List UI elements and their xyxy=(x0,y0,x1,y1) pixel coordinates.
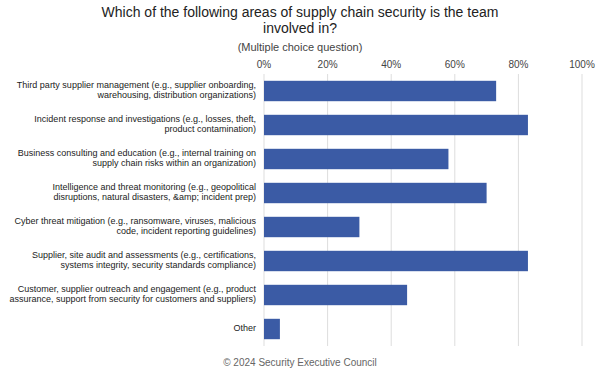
bar xyxy=(264,183,487,203)
bars xyxy=(264,81,528,339)
text-line: supply chain risks within an organizatio… xyxy=(92,159,256,169)
bar xyxy=(264,217,359,237)
footer: © 2024 Security Executive Council xyxy=(223,357,377,368)
background xyxy=(0,0,600,372)
bar xyxy=(264,319,280,339)
bar xyxy=(264,251,528,271)
tick-label: 60% xyxy=(445,59,465,70)
text-line: Incident response and investigations (e.… xyxy=(34,114,256,124)
category-label: Incident response and investigations (e.… xyxy=(34,114,256,135)
text-line: code, incident reporting guidelines) xyxy=(116,227,256,237)
text-line: Which of the following areas of supply c… xyxy=(102,4,499,20)
tick-label: 20% xyxy=(318,59,338,70)
tick-label: 80% xyxy=(508,59,528,70)
tick-label: 0% xyxy=(257,59,272,70)
grid-line xyxy=(582,74,583,346)
title: Which of the following areas of supply c… xyxy=(102,4,499,36)
text-line: disruptions, natural disasters, &amp; in… xyxy=(53,193,256,203)
chart: Which of the following areas of supply c… xyxy=(0,0,600,372)
text-line: systems integrity, security standards co… xyxy=(61,261,256,271)
text-line: Supplier, site audit and assessments (e.… xyxy=(32,250,256,260)
grid xyxy=(264,74,582,346)
bar xyxy=(264,149,448,169)
text-line: Other xyxy=(233,323,256,333)
category-labels: Third party supplier management (e.g., s… xyxy=(9,80,256,333)
text-line: product contamination) xyxy=(164,125,256,135)
subtitle: (Multiple choice question) xyxy=(238,41,363,53)
category-label: Business consulting and education (e.g.,… xyxy=(18,148,256,169)
bar xyxy=(264,285,407,305)
category-label: Supplier, site audit and assessments (e.… xyxy=(32,250,256,271)
category-label: Third party supplier management (e.g., s… xyxy=(17,80,256,101)
tick-label: 100% xyxy=(569,59,595,70)
category-label: Customer, supplier outreach and engageme… xyxy=(9,284,256,305)
text-line: Business consulting and education (e.g.,… xyxy=(18,148,256,158)
text-line: involved in? xyxy=(263,20,337,36)
text-line: Customer, supplier outreach and engageme… xyxy=(18,284,257,294)
category-label: Intelligence and threat monitoring (e.g.… xyxy=(52,182,256,203)
category-label: Cyber threat mitigation (e.g., ransomwar… xyxy=(14,216,256,237)
text-line: Third party supplier management (e.g., s… xyxy=(17,80,256,90)
bar xyxy=(264,115,528,135)
category-label: Other xyxy=(233,323,256,333)
text-line: warehousing, distribution organizations) xyxy=(96,91,256,101)
bar xyxy=(264,81,496,101)
text-line: Cyber threat mitigation (e.g., ransomwar… xyxy=(14,216,256,226)
text-line: Intelligence and threat monitoring (e.g.… xyxy=(52,182,256,192)
tick-label: 40% xyxy=(381,59,401,70)
text-line: assurance, support from security for cus… xyxy=(9,295,256,305)
